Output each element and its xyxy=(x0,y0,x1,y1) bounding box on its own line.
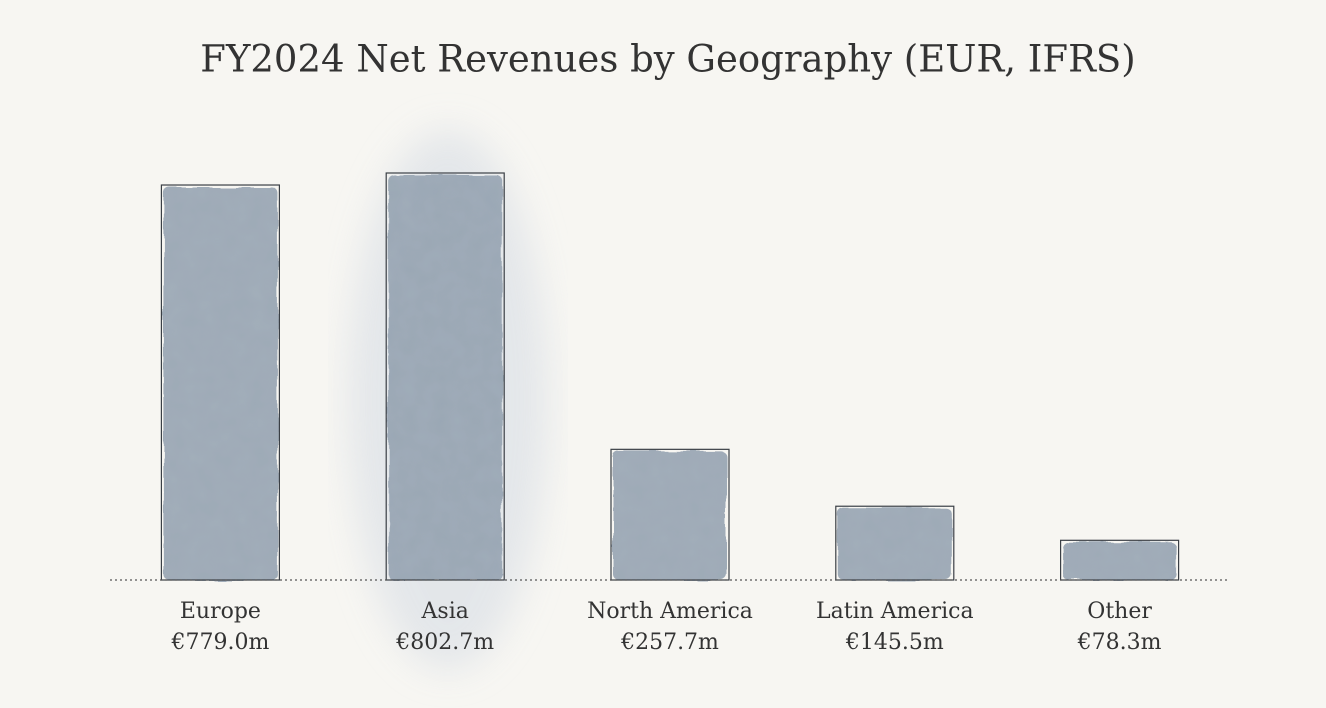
bar-wash xyxy=(388,175,503,580)
x-tick-label: Latin America xyxy=(816,599,974,624)
x-tick-label: Europe xyxy=(180,599,261,624)
value-label: €802.7m xyxy=(395,630,494,655)
bar-outline xyxy=(1059,539,1180,581)
x-tick-label: Asia xyxy=(421,599,469,624)
bar-wash xyxy=(837,508,952,580)
bars xyxy=(160,172,1180,581)
bar-wash xyxy=(163,187,278,580)
value-label: €145.5m xyxy=(845,630,944,655)
value-label: €779.0m xyxy=(170,630,269,655)
bar-wash xyxy=(1062,542,1177,580)
value-label: €78.3m xyxy=(1077,630,1162,655)
bar-outline xyxy=(835,505,955,581)
x-tick-label: Other xyxy=(1087,599,1152,624)
x-tick-label: North America xyxy=(587,599,753,624)
chart-title: FY2024 Net Revenues by Geography (EUR, I… xyxy=(200,38,1135,81)
bar-wash xyxy=(613,451,727,580)
value-label: €257.7m xyxy=(620,630,719,655)
